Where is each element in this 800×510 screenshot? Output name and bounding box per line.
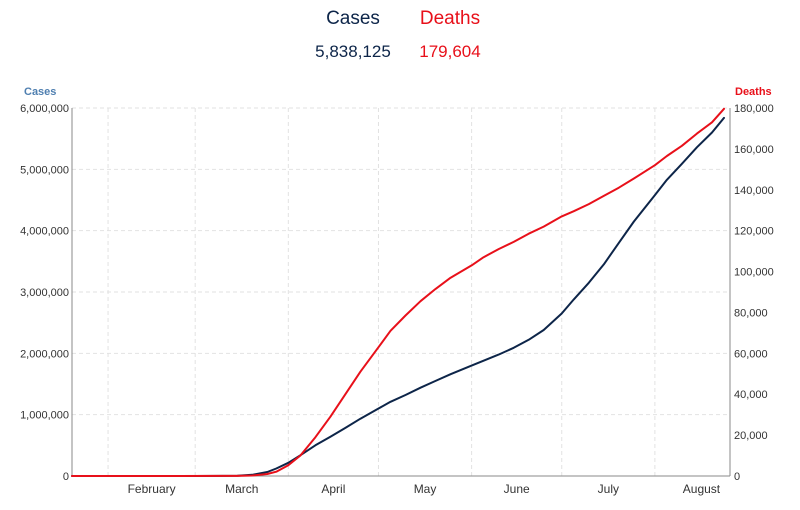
cases-series-line	[71, 116, 725, 477]
right-tick-label: 180,000	[734, 103, 774, 115]
right-tick-label: 140,000	[734, 185, 774, 197]
right-tick-label: 100,000	[734, 267, 774, 279]
left-tick-label: 6,000,000	[20, 103, 69, 115]
left-axis-title: Cases	[24, 86, 56, 98]
right-axis-title: Deaths	[735, 86, 772, 98]
month-label: July	[598, 482, 619, 496]
deaths-total: 179,604	[419, 42, 481, 61]
month-label: June	[504, 482, 530, 496]
cases-total: 5,838,125	[315, 42, 391, 61]
left-tick-label: 3,000,000	[20, 287, 69, 299]
cases-title: Cases	[326, 8, 380, 29]
left-tick-label: 4,000,000	[20, 226, 69, 238]
deaths-series-line	[71, 107, 725, 477]
right-tick-label: 0	[734, 471, 740, 483]
month-label: May	[414, 482, 437, 496]
summary-stats: Cases Deaths 5,838,125 179,604	[0, 0, 800, 80]
right-tick-label: 60,000	[734, 348, 768, 360]
month-label: February	[128, 482, 176, 496]
deaths-title: Deaths	[419, 8, 481, 29]
right-tick-label: 160,000	[734, 144, 774, 156]
right-tick-label: 20,000	[734, 430, 768, 442]
month-label: March	[225, 482, 258, 496]
month-label: April	[321, 482, 345, 496]
left-tick-label: 5,000,000	[20, 164, 69, 176]
right-tick-label: 120,000	[734, 226, 774, 238]
month-label: August	[683, 482, 721, 496]
left-tick-label: 2,000,000	[20, 348, 69, 360]
left-tick-label: 1,000,000	[20, 410, 69, 422]
left-tick-label: 0	[63, 471, 69, 483]
right-tick-label: 80,000	[734, 307, 768, 319]
right-tick-label: 40,000	[734, 389, 768, 401]
